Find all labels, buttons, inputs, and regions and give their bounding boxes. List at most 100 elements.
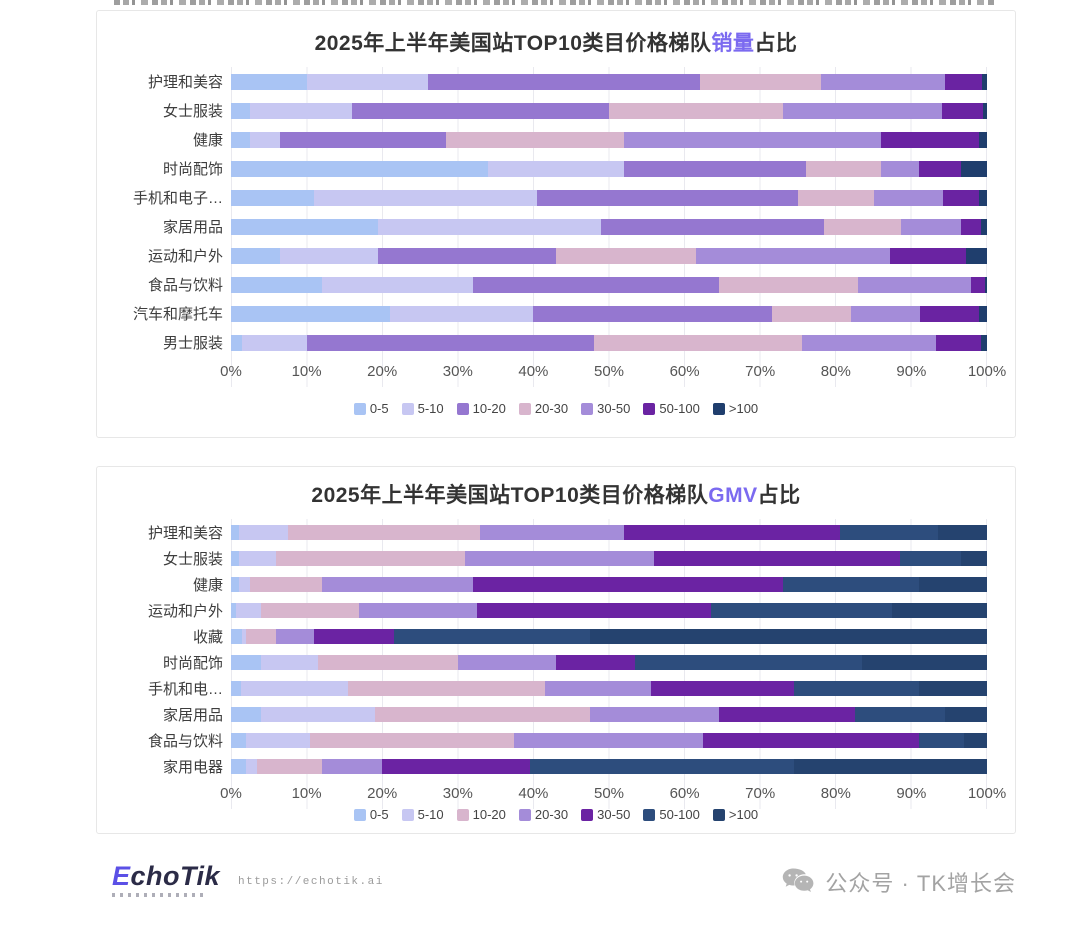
stacked-bar: [231, 189, 987, 206]
legend-swatch: [401, 402, 414, 415]
bar-segment-30-50: [703, 732, 919, 748]
chart-title-suffix: 占比: [754, 32, 798, 55]
bar-segment-0-5: [231, 680, 241, 696]
bar-segment-50-100: [944, 73, 983, 90]
echotik-wordmark: EchoTik: [112, 862, 220, 890]
bar-segment-10-20: [427, 73, 700, 90]
category-label: 护理和美容: [147, 74, 223, 91]
bar-segment-10-20: [624, 160, 806, 177]
legend-swatch: [712, 402, 725, 415]
bar-segment-0-5: [231, 732, 247, 748]
bar-segment-10-20: [317, 654, 458, 670]
stacked-bar: [231, 680, 987, 696]
bar-segment-20-30: [824, 218, 901, 235]
bar-segment->100: [978, 189, 987, 206]
bar-segment->100: [982, 73, 987, 90]
bar-segment-30-50: [556, 654, 636, 670]
bar-segment-10-20: [601, 218, 825, 235]
bar-segment-30-50: [382, 758, 530, 774]
chart-title-suffix: 占比: [757, 484, 801, 507]
wechat-account-label: 公众号 · TK增长会: [825, 871, 1016, 896]
stacked-bar: [231, 131, 987, 148]
bar-segment-30-50: [472, 576, 783, 592]
legend-label: 20-30: [534, 807, 569, 822]
bar-segment-20-30: [608, 102, 783, 119]
bar-segment-20-30: [805, 160, 882, 177]
x-tick-label: 100%: [967, 363, 1007, 380]
bar-segment->100: [918, 680, 987, 696]
x-tick-label: 40%: [518, 363, 549, 380]
bar-segment-50-100: [839, 524, 938, 540]
legend: 0-5 5-10 10-20 20-30 30-50 50-100 >100: [121, 807, 991, 822]
chart-title-prefix: 2025年上半年美国站TOP10类目价格梯队: [311, 484, 709, 507]
bar-segment-20-30: [718, 276, 859, 293]
bar-segment-0-5: [231, 276, 322, 293]
x-axis: 0% 10% 20% 30% 40% 50% 60% 70% 80% 90% 100%: [220, 363, 1006, 387]
x-tick-label: 50%: [593, 785, 625, 802]
legend-swatch: [401, 808, 414, 821]
bar-segment-50-100: [393, 628, 591, 644]
stacked-bar: [231, 602, 987, 618]
x-tick-label: 50%: [593, 363, 625, 380]
legend-label: 50-100: [659, 401, 700, 416]
bar-segment-10-20: [533, 305, 772, 322]
stacked-bar: [231, 276, 987, 293]
bar-segment-20-30: [359, 602, 477, 618]
category-label: 时尚配饰: [162, 161, 223, 178]
bar-segment-50-100: [782, 576, 919, 592]
x-tick-label: 60%: [669, 785, 700, 802]
bar-segment-30-50: [476, 602, 712, 618]
bar-segment-5-10: [238, 550, 277, 566]
bar-segment-10-20: [351, 102, 609, 119]
bar-segment-50-100: [918, 732, 965, 748]
bar-segment-0-5: [231, 550, 239, 566]
bar-segment-5-10: [488, 160, 625, 177]
legend-item: >100: [712, 401, 759, 416]
x-tick-label: 100%: [967, 785, 1007, 802]
x-axis: 0% 10% 20% 30% 40% 50% 60% 70% 80% 90% 100%: [220, 785, 1006, 809]
bar-segment-20-30: [797, 189, 874, 206]
x-tick-label: 30%: [442, 785, 473, 802]
bar-row: 女士服装: [121, 96, 991, 125]
plot-area-sales: 护理和美容 女士服装 健康 时尚配饰 手机和电子… 家居用品 运动和户外 食品与饮料 汽车和摩托…: [121, 67, 1006, 387]
bar-segment-5-10: [236, 602, 262, 618]
bar-segment-0-5: [231, 102, 250, 119]
bar-segment->100: [960, 550, 987, 566]
x-tick-label: 60%: [669, 363, 700, 380]
legend-swatch: [456, 808, 469, 821]
legend-label: >100: [728, 401, 759, 416]
category-label: 收藏: [192, 628, 223, 646]
bar-segment->100: [945, 706, 987, 722]
bar-segment-30-50: [654, 550, 901, 566]
bar-segment-20-30: [544, 680, 651, 696]
category-label: 手机和电子…: [132, 190, 223, 207]
bar-segment-5-10: [321, 276, 473, 293]
bar-segment-30-50: [314, 628, 394, 644]
bar-segment->100: [892, 602, 987, 618]
bar-segment-50-100: [529, 758, 795, 774]
legend-label: 5-10: [417, 807, 444, 822]
bar-segment->100: [983, 102, 987, 119]
bar-segment->100: [964, 732, 987, 748]
bar-segment-5-10: [246, 732, 311, 748]
clipped-header-text: [114, 0, 994, 5]
bar-segment-0-5: [231, 218, 379, 235]
bar-segment-10-20: [537, 189, 798, 206]
category-label: 运动和户外: [147, 602, 223, 620]
bar-segment-10-20: [261, 602, 360, 618]
bar-segment-50-100: [935, 334, 981, 351]
legend-item: 0-5: [353, 807, 389, 822]
legend-item: 5-10: [401, 401, 444, 416]
bar-segment->100: [980, 218, 987, 235]
x-tick-label: 0%: [220, 363, 242, 380]
bar-segment-20-30: [457, 654, 557, 670]
bar-segment-50-100: [794, 680, 919, 696]
bar-segment-30-50: [858, 276, 972, 293]
bar-segment-20-30: [590, 706, 719, 722]
legend-item: 50-100: [643, 807, 700, 822]
legend-item: 30-50: [581, 401, 630, 416]
bar-segment-5-10: [280, 247, 379, 264]
bar-segment-5-10: [249, 131, 281, 148]
bar-segment-20-30: [514, 732, 704, 748]
